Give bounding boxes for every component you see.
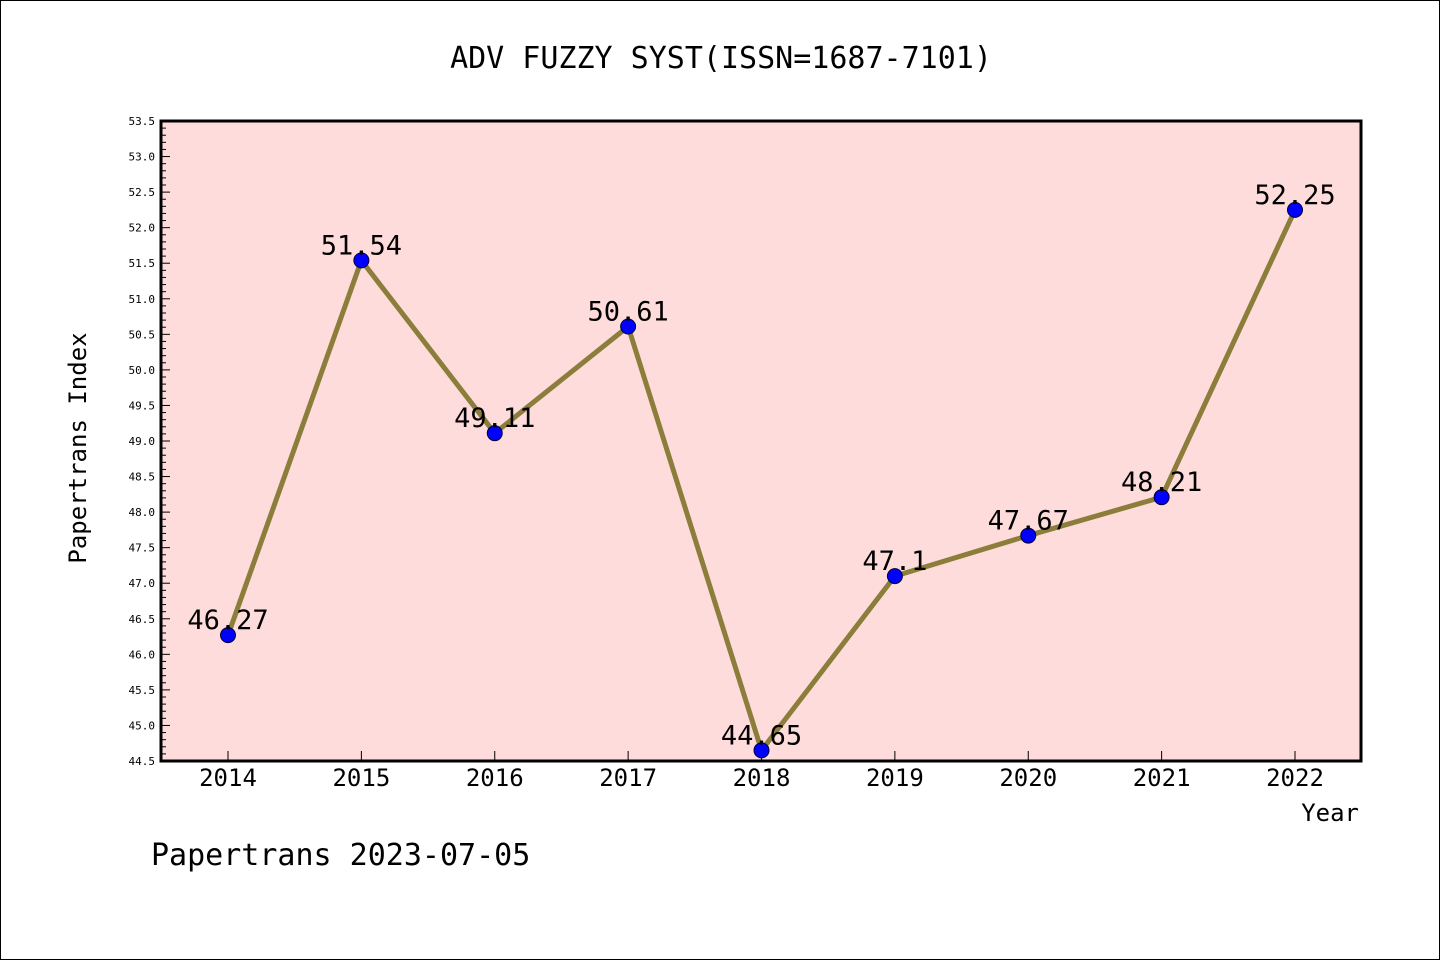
x-tick-label: 2014: [199, 764, 257, 792]
y-tick-label: 47.0: [129, 577, 156, 590]
y-axis: 44.5 45.0 45.5 46.0 46.5 47.0 47.5 48.0 48.5 49.0…: [129, 115, 170, 768]
data-label: 44.65: [721, 720, 802, 751]
y-tick-label: 53.5: [129, 115, 156, 128]
y-tick-label: 53.0: [129, 151, 156, 164]
y-tick-label: 50.0: [129, 364, 156, 377]
x-axis: 2014 2015 2016 2017 2018 2019 2020 2021 2022: [199, 751, 1324, 792]
y-tick-label: 44.5: [129, 755, 156, 768]
y-tick-label: 49.0: [129, 435, 156, 448]
y-tick-label: 45.5: [129, 684, 156, 697]
y-tick-label: 48.5: [129, 471, 156, 484]
plot-area: [161, 121, 1361, 761]
x-tick-label: 2016: [466, 764, 524, 792]
y-tick-label: 46.0: [129, 648, 156, 661]
data-point: [1287, 201, 1303, 218]
data-point: [886, 568, 903, 585]
y-tick-label: 51.5: [129, 257, 156, 270]
y-axis-title: Papertrans Index: [64, 332, 92, 563]
plot-frame: [159, 119, 1363, 763]
data-point: [486, 425, 503, 442]
y-tick-label: 45.0: [129, 719, 156, 732]
data-point: [753, 742, 770, 759]
x-tick-label: 2022: [1266, 764, 1324, 792]
x-tick-label: 2015: [332, 764, 390, 792]
data-point: [620, 318, 637, 335]
data-label: 47.67: [988, 506, 1069, 537]
data-labels: 46.27 51.54 49.11 50.61 44.65 47.1 47.67 48.21 5…: [187, 180, 1335, 751]
data-label: 48.21: [1121, 467, 1202, 498]
data-label: 46.27: [187, 605, 268, 636]
x-tick-label: 2019: [866, 764, 924, 792]
chart-title: ADV FUZZY SYST(ISSN=1687-7101): [450, 41, 992, 76]
x-axis-title: Year: [1301, 799, 1359, 827]
data-series: [220, 201, 1303, 759]
y-tick-label: 52.5: [129, 186, 156, 199]
y-tick-label: 52.0: [129, 222, 156, 235]
data-point: [1153, 489, 1170, 506]
y-tick-label: 48.0: [129, 506, 156, 519]
footer-text: Papertrans 2023-07-05: [151, 838, 530, 873]
y-tick-label: 47.5: [129, 542, 156, 555]
data-point: [1020, 527, 1037, 544]
data-label: 49.11: [454, 403, 535, 434]
y-tick-label: 50.5: [129, 328, 156, 341]
y-tick-label: 46.5: [129, 613, 156, 626]
data-point: [353, 252, 370, 269]
y-tick-label: 51.0: [129, 293, 156, 306]
data-label: 51.54: [321, 230, 402, 261]
x-tick-label: 2018: [733, 764, 791, 792]
x-tick-label: 2017: [599, 764, 657, 792]
data-label: 52.25: [1254, 180, 1335, 211]
x-tick-label: 2020: [999, 764, 1057, 792]
data-label: 50.61: [587, 297, 668, 328]
data-point: [220, 627, 236, 644]
data-label: 47.1: [862, 546, 927, 577]
x-tick-label: 2021: [1133, 764, 1191, 792]
y-tick-label: 49.5: [129, 399, 156, 412]
